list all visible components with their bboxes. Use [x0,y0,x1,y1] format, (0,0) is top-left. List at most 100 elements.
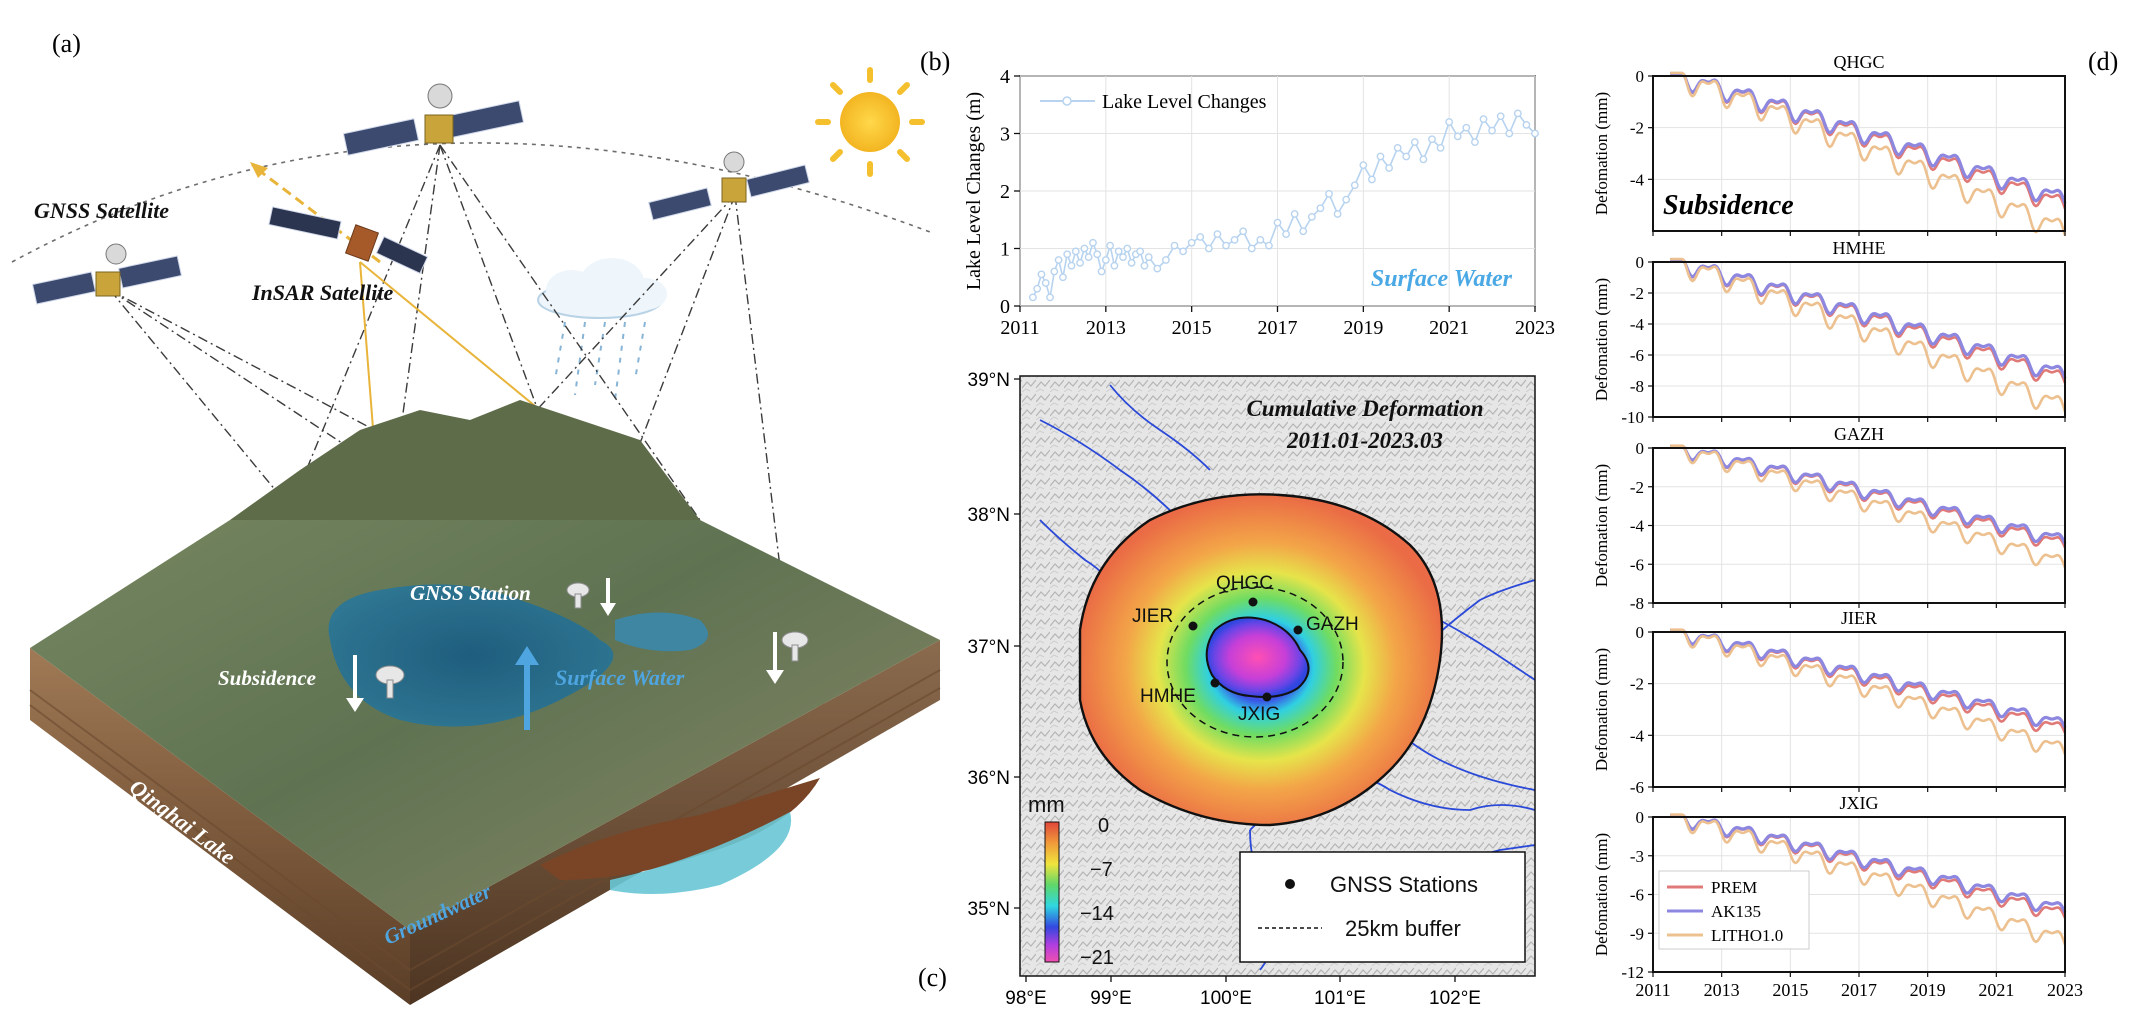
panel-b-ytick-label: 2 [1000,181,1010,203]
lake-level-point [1419,155,1428,164]
subsidence-label: Subsidence [218,666,316,690]
subplot-ytick-label: -6 [1630,778,1644,797]
lake-level-point [1080,244,1089,253]
series-litho10 [1670,813,2067,945]
colorbar-unit: mm [1028,792,1065,817]
insar-look-arrow [251,163,381,264]
lake-level-point [1222,241,1230,250]
lake-level-point [1028,293,1037,302]
lake-level-point [1144,253,1153,262]
lake-level-point [1041,279,1050,287]
lake-level-point [1428,135,1436,144]
lake-level-point [1436,143,1445,152]
lake-level-point [1213,230,1222,239]
lake-level-point [1140,261,1149,270]
lake-level-point [1402,152,1411,161]
series-litho10 [1670,71,2067,236]
lon-tick-102: 102°E [1429,988,1481,1009]
lake-level-point [1342,195,1351,204]
series-ak135 [1670,444,2067,545]
lon-tick-100: 100°E [1200,988,1252,1009]
lake-level-point [1076,258,1084,267]
lake-surface [328,584,614,727]
panel-b-xtick-label: 2013 [1086,317,1126,339]
panel-b-xtick-label: 2023 [1515,317,1555,339]
subplot-ytick-label: -2 [1630,478,1644,497]
subsidence-arrows [346,578,784,712]
panel-b-chart: (b) 0 1 2 3 4 2011 2013 2015 2017 2019 2021 2023 L… [920,47,1555,339]
panel-b-ytick-label: 1 [1000,239,1010,261]
subplot-ylabel: Defomation (mm) [1592,648,1611,771]
panel-b-series [1028,109,1539,302]
lake-level-point [1119,253,1127,262]
panel-b-xtick-label: 2011 [1000,317,1039,339]
subplot-ytick-label: -4 [1630,315,1645,334]
lake-level-point [1350,181,1359,190]
panel-b-ytick-label: 4 [1000,66,1010,88]
panel-d-charts: (d) 0 -2 -4 QHGC Defomation (mm) 0 -2 -4 -6 -8 -10… [1592,47,2118,1000]
station-label-jier: JIER [1132,606,1173,627]
subplot-qhgc: 0 -2 -4 QHGC Defomation (mm) [1592,52,2067,236]
lake-level-point [1196,233,1205,241]
map-title-line2: 2011.01-2023.03 [1286,428,1443,453]
subplot-ytick-label: -12 [1621,963,1644,982]
subplot-ytick-label: -3 [1630,847,1644,866]
lake-level-point [1410,138,1419,147]
legend-label-prem: PREM [1711,878,1757,897]
subsidence-annotation: Subsidence [1663,190,1794,221]
subplot-ytick-label: 0 [1636,623,1645,642]
subplot-ylabel: Defomation (mm) [1592,833,1611,956]
gnss-station-label: GNSS Station [410,581,531,605]
gnss-satellite-right-icon [648,151,810,221]
panel-b-legend-label: Lake Level Changes [1102,91,1267,113]
subplot-title: JXIG [1840,793,1879,813]
lake-level-point [1071,247,1080,256]
legend-label-ak135: AK135 [1711,902,1761,921]
panel-d-xtick-label: 2011 [1635,980,1670,1000]
lake-level-point [1299,227,1308,236]
panel-b-ytick-label: 0 [1000,296,1010,318]
gnss-satellite-top-icon [342,83,525,156]
subplot-ytick-label: -6 [1630,555,1644,574]
mountain-ridge [230,400,700,520]
subplot-ytick-label: -6 [1630,886,1644,905]
lon-tick-99: 99°E [1090,988,1131,1009]
subplot-title: QHGC [1833,52,1884,72]
rain-cloud-icon [537,258,667,401]
surface-water-annotation: Surface Water [1371,266,1513,292]
lake-level-point [1393,143,1402,152]
lake-level-point [1153,264,1162,273]
series-litho10 [1670,257,2067,413]
subplot-ylabel: Defomation (mm) [1592,92,1611,215]
colorbar-tick-0: 0 [1098,815,1109,837]
subplot-ytick-label: -4 [1630,517,1645,536]
series-ak135 [1670,628,2067,729]
gnss-satellite-left-icon [31,243,183,305]
colorbar-tick-3: −21 [1080,947,1114,969]
panel-a-illustration: (a) [11,29,941,1005]
subplot-ytick-label: -8 [1630,594,1644,613]
lat-tick-38: 38°N [968,505,1010,526]
core-subsidence-zone [1205,616,1310,698]
lake-level-point [1290,210,1299,218]
subplot-ytick-label: 0 [1636,808,1645,827]
lake-level-point [1101,256,1110,264]
panel-b-ylabel: Lake Level Changes (m) [963,92,985,290]
lake-level-point [1187,238,1196,247]
panel-b-x-ticks: 2011 2013 2015 2017 2019 2021 2023 [1000,306,1555,339]
lake-level-point [1059,273,1067,282]
legend-buffer-label: 25km buffer [1345,916,1461,941]
block-left-face [30,648,410,1005]
station-label-qhgc: QHGC [1216,573,1273,594]
lake-level-point [1316,204,1325,213]
panel-b-label: (b) [920,47,950,76]
lat-tick-36: 36°N [968,768,1010,789]
lake-level-point [1385,164,1393,172]
lake-level-point [1136,247,1145,256]
subplot-ytick-label: -4 [1630,170,1645,189]
station-label-gazh: GAZH [1306,614,1359,635]
series-litho10 [1670,444,2067,569]
lake-level-point [1239,227,1248,236]
lake-level-point [1089,238,1097,247]
lake-level-point [1170,241,1179,250]
